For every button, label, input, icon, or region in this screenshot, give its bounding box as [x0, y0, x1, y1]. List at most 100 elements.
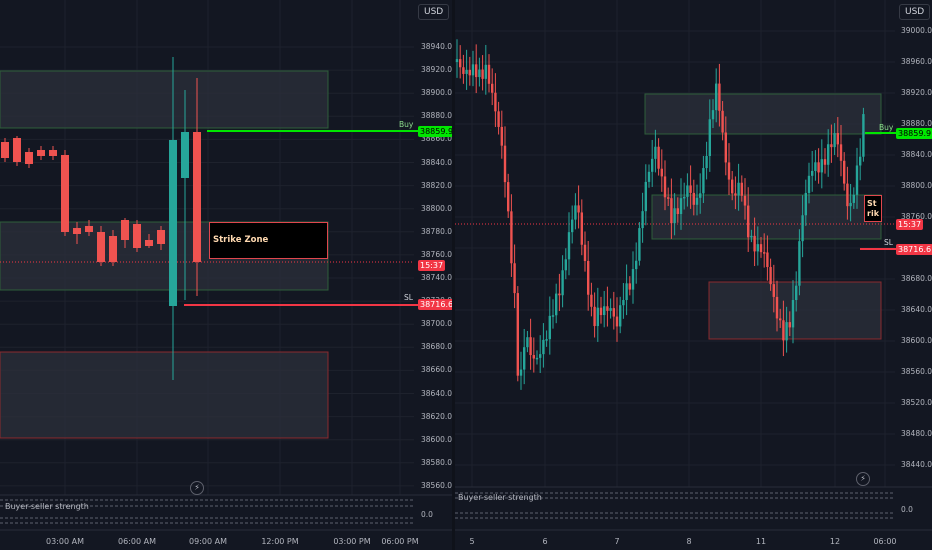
candle-body: [97, 232, 105, 262]
candle-body: [471, 64, 475, 76]
candle-body: [820, 159, 823, 173]
y-tick-label: 38920.0: [421, 65, 452, 75]
candle-body: [807, 175, 811, 193]
strike-zone-label-line2: rik: [867, 209, 880, 218]
y-tick-label: 38660.0: [421, 365, 452, 375]
y-tick-label: 38800.0: [421, 203, 452, 213]
candle-body: [564, 259, 567, 271]
candle-body: [577, 205, 580, 213]
sl-price-tag-right: 38716.6: [896, 244, 932, 255]
candle-body: [852, 194, 855, 203]
candle-body: [743, 195, 747, 206]
indicator-label[interactable]: Buyer-seller strength: [5, 502, 89, 511]
y-tick-label: 38780.0: [421, 226, 452, 236]
strike-zone-box-right: St rik: [864, 195, 882, 222]
candle-body: [491, 83, 494, 93]
buy-price-tag: 38859.9: [418, 126, 452, 137]
y-tick-label: 38760.0: [421, 249, 452, 259]
y-tick-label: 38760.0: [901, 212, 932, 221]
candle-body: [609, 308, 612, 311]
y-tick-label: 38860.0: [421, 134, 452, 144]
x-tick-label: 5: [469, 537, 475, 546]
candle-body: [692, 192, 695, 205]
currency-button[interactable]: USD: [418, 4, 450, 20]
candle-body: [157, 230, 165, 244]
candle-body: [654, 146, 657, 159]
candle-body: [651, 158, 654, 172]
x-tick-label: 11: [755, 537, 767, 546]
candle-body: [558, 293, 561, 296]
indicator-value: 0.0: [421, 510, 433, 519]
lightning-icon[interactable]: ⚡: [190, 481, 204, 495]
y-tick-label: 38600.0: [901, 336, 932, 345]
currency-button-right[interactable]: USD: [899, 4, 931, 20]
candle-body: [625, 283, 628, 301]
candle-body: [539, 354, 542, 358]
candle-body: [647, 171, 651, 182]
candle-body: [753, 235, 756, 252]
candle-body: [462, 67, 465, 74]
candle-body: [673, 208, 676, 224]
candle-body: [839, 144, 843, 161]
candle-body: [503, 145, 507, 183]
candle-body: [715, 83, 718, 111]
candle-body: [561, 270, 564, 296]
left-chart-pane[interactable]: USD 38940.0 38920.0 38900.0 38880.0 38860.0 3…: [0, 0, 452, 550]
x-tick-label: 12: [829, 537, 841, 546]
y-tick-label: 38900.0: [421, 88, 452, 98]
candle-body: [683, 196, 686, 199]
y-tick-label: 38680.0: [901, 274, 932, 283]
candle-body: [823, 159, 827, 165]
candle-body: [85, 226, 93, 232]
candle-body: [571, 219, 574, 233]
candle-body: [121, 220, 129, 240]
candle-body: [759, 244, 763, 253]
candle-body: [181, 132, 189, 178]
candle-body: [494, 92, 497, 112]
candle-body: [849, 202, 852, 207]
x-tick-label: 7: [614, 537, 620, 546]
candle-body: [574, 205, 577, 220]
x-tick-label: 6: [542, 537, 548, 546]
right-chart-pane[interactable]: USD 39000.0 38960.0 38920.0 38880.0 38840.0 3…: [455, 0, 932, 550]
candle-body: [702, 168, 705, 194]
candle-body: [587, 260, 590, 295]
candle-body: [590, 294, 593, 307]
candle-body: [833, 133, 836, 148]
candle-body: [855, 165, 859, 195]
indicator-label-right[interactable]: Buyer-seller strength: [458, 493, 542, 502]
lightning-icon-right[interactable]: ⚡: [856, 472, 870, 486]
candle-body: [551, 315, 555, 317]
candle-body: [545, 339, 548, 341]
pane-divider[interactable]: [452, 0, 455, 550]
sl-line-label: SL: [404, 293, 413, 302]
y-tick-label: 38620.0: [421, 411, 452, 421]
candle-body: [1, 142, 9, 158]
candle-body: [468, 69, 471, 76]
x-tick-label: 06:00 PM: [381, 537, 419, 546]
candle-body: [193, 132, 201, 262]
candle-body: [718, 83, 721, 111]
y-tick-label: 38840.0: [901, 150, 932, 159]
candle-body: [785, 322, 788, 341]
candle-body: [801, 215, 804, 242]
candle-body: [555, 293, 558, 316]
candle-body: [724, 132, 727, 163]
candle-body: [766, 252, 769, 268]
candle-body: [862, 114, 865, 157]
right-price-chart[interactable]: [455, 0, 932, 550]
candle-body: [804, 192, 807, 216]
candle-body: [465, 69, 468, 74]
strike-zone-box: Strike Zone: [209, 222, 328, 259]
candle-body: [836, 133, 839, 145]
supply-zone: [0, 70, 329, 129]
left-price-chart[interactable]: [0, 0, 452, 550]
candle-body: [523, 347, 526, 370]
countdown-tag-right: 15:37: [896, 219, 924, 230]
candle-body: [507, 182, 510, 212]
candle-body: [459, 59, 462, 68]
candle-body: [830, 144, 833, 148]
candle-body: [667, 197, 670, 199]
candle-body: [734, 193, 737, 196]
candle-body: [631, 269, 635, 290]
